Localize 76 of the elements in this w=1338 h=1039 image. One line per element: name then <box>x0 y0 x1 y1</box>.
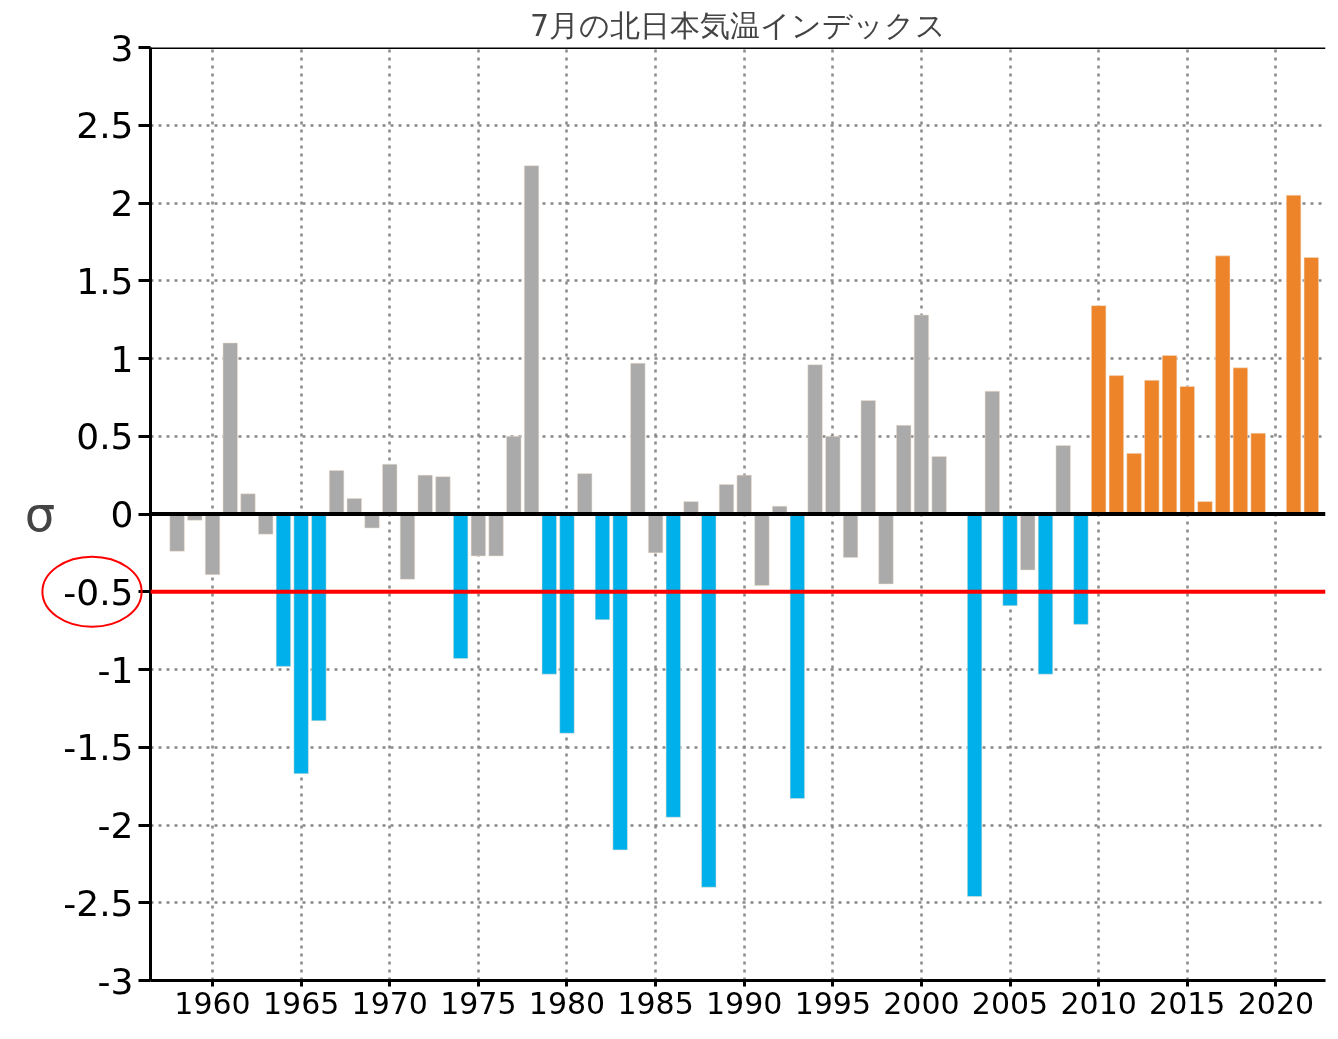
bar <box>311 513 327 722</box>
bar <box>789 513 805 799</box>
y-tick-label: -2 <box>97 805 134 846</box>
y-tick-label: -1.5 <box>63 727 134 769</box>
x-tick-label: 2015 <box>1149 985 1226 1021</box>
bar <box>577 473 593 515</box>
bar <box>488 513 504 557</box>
bar <box>860 400 876 515</box>
bar <box>967 513 983 897</box>
bar <box>1250 432 1266 515</box>
x-tick-label: 2005 <box>971 985 1049 1021</box>
bar <box>594 513 610 620</box>
bar <box>1037 513 1053 675</box>
x-tick-label: 1960 <box>174 985 251 1021</box>
bar <box>736 474 752 515</box>
y-tick-label: 2.5 <box>76 105 134 147</box>
x-tick-label: 1985 <box>617 985 694 1021</box>
x-tick-label: 1975 <box>440 985 517 1021</box>
x-tick-label: 2000 <box>883 985 960 1021</box>
bar <box>1126 453 1142 515</box>
bar <box>913 314 929 515</box>
bar <box>435 476 451 515</box>
x-tick-label: 1980 <box>528 985 606 1021</box>
bar <box>240 493 256 515</box>
bar <box>417 474 433 515</box>
bar <box>984 390 1000 515</box>
bar <box>1055 445 1071 515</box>
bar <box>293 513 309 774</box>
y-tick-label: -1 <box>97 649 134 691</box>
bar <box>1144 380 1160 515</box>
bar <box>843 513 859 558</box>
x-tick-label: 1990 <box>706 985 783 1021</box>
bar <box>1215 255 1231 515</box>
y-tick-label: 1 <box>110 338 134 380</box>
bar <box>382 463 398 515</box>
bar <box>524 165 540 515</box>
y-tick-label: -3 <box>97 960 134 1002</box>
bar <box>275 513 291 667</box>
bar <box>399 513 415 580</box>
y-tick-label: 3 <box>110 27 134 69</box>
bar <box>878 513 894 585</box>
bar <box>807 364 823 515</box>
bar <box>1073 513 1089 625</box>
bar <box>169 513 185 552</box>
x-tick-label: 2010 <box>1060 985 1137 1021</box>
y-axis-title: σ <box>24 486 56 542</box>
bar <box>205 513 221 575</box>
bar <box>701 513 717 888</box>
bar <box>1179 386 1195 515</box>
y-tick-label: 0 <box>110 494 134 535</box>
bar <box>754 513 770 586</box>
y-tick-label: 2 <box>110 183 134 224</box>
x-tick-label: 1970 <box>351 985 428 1021</box>
x-tick-label: 2020 <box>1237 985 1315 1021</box>
bar <box>1232 367 1248 515</box>
bar <box>1002 513 1018 606</box>
bar <box>630 362 646 515</box>
y-tick-label: 0.5 <box>76 416 134 458</box>
bar <box>1020 513 1036 571</box>
chart-title: 7月の北日本気温インデックス <box>529 7 947 43</box>
bar <box>258 513 274 535</box>
bar <box>1162 355 1178 515</box>
bar <box>931 456 947 515</box>
bar <box>896 425 912 515</box>
bar <box>541 513 557 675</box>
y-tick-label: -2.5 <box>63 882 134 924</box>
bar <box>506 436 522 515</box>
bar <box>612 513 628 851</box>
x-tick-label: 1965 <box>262 985 340 1021</box>
x-tick-label: 1995 <box>794 985 871 1021</box>
bar <box>222 342 238 515</box>
bar <box>718 484 734 515</box>
y-tick-label: -0.5 <box>63 571 134 613</box>
y-tick-label: 1.5 <box>76 260 134 302</box>
bar <box>559 513 575 734</box>
bar <box>825 436 841 515</box>
